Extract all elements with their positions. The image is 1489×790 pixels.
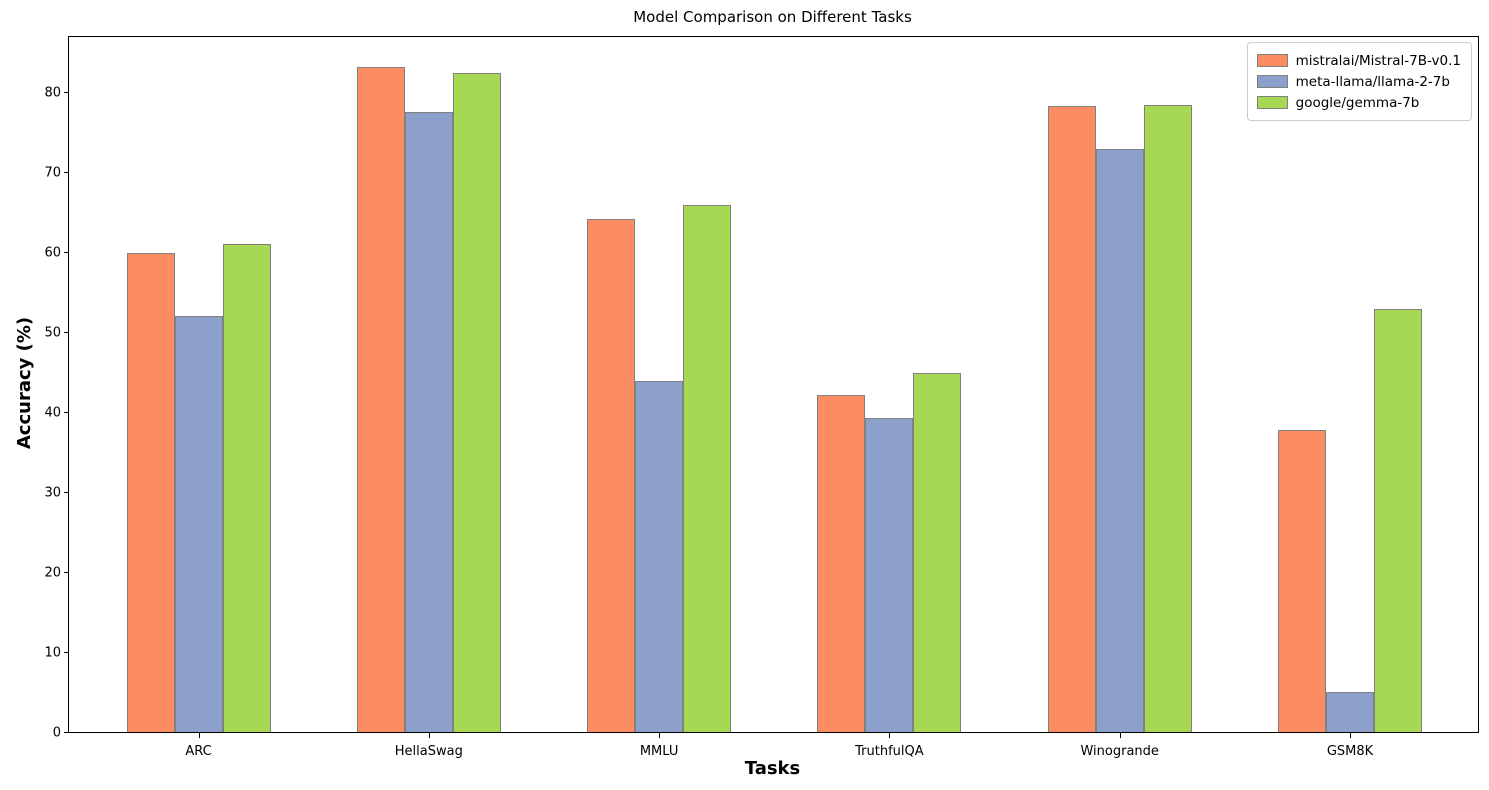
x-tick-label-hellaswag: HellaSwag <box>394 744 463 759</box>
bar-gemma-7b-hellaswag <box>452 72 501 732</box>
x-tick-mark <box>1119 733 1121 738</box>
bar-group-winogrande <box>1047 104 1192 732</box>
y-tick-mark <box>64 332 68 334</box>
legend-item: google/gemma-7b <box>1256 92 1461 113</box>
x-tick-mark <box>889 733 891 738</box>
legend-item: mistralai/Mistral-7B-v0.1 <box>1256 50 1461 71</box>
y-tick-mark <box>64 491 68 493</box>
y-tick-label: 40 <box>44 405 61 421</box>
bar-gemma-7b-winogrande <box>1143 104 1192 732</box>
y-tick-label: 20 <box>44 565 61 581</box>
y-tick-label: 0 <box>52 725 61 740</box>
x-tick-mark <box>198 733 200 738</box>
legend: mistralai/Mistral-7B-v0.1 meta-llama/llam… <box>1246 42 1472 121</box>
x-tick-mark <box>1350 733 1351 738</box>
y-tick-label: 10 <box>44 645 61 661</box>
legend-swatch-icon <box>1256 54 1288 67</box>
y-tick-mark <box>64 92 68 94</box>
bar-gemma-7b-gsm8k <box>1374 309 1422 732</box>
x-tick-label-truthfulqa: TruthfulQA <box>855 744 924 759</box>
x-tick-label-winogrande: Winogrande <box>1080 744 1159 759</box>
x-tick-label-mmlu: MMLU <box>639 744 679 759</box>
bar-gemma-7b-mmlu <box>683 204 732 732</box>
y-tick-mark <box>64 252 68 254</box>
x-axis-label: Tasks <box>744 758 801 779</box>
y-tick-label: 80 <box>44 85 61 101</box>
legend-swatch-icon <box>1256 96 1288 109</box>
legend-label: meta-llama/llama-2-7b <box>1295 73 1450 90</box>
bar-llama-2-7b-mmlu <box>635 380 684 732</box>
y-tick-mark <box>64 651 68 653</box>
y-tick-label: 50 <box>44 325 61 341</box>
bar-llama-2-7b-hellaswag <box>404 112 453 732</box>
bar-group-truthfulqa <box>817 372 962 732</box>
bar-gemma-7b-truthfulqa <box>913 372 962 732</box>
chart-title: Model Comparison on Different Tasks <box>633 8 912 26</box>
bar-llama-2-7b-gsm8k <box>1326 692 1374 732</box>
legend-swatch-icon <box>1256 75 1288 88</box>
bar-group-hellaswag <box>356 66 501 732</box>
y-tick-mark <box>64 411 68 413</box>
bar-Mistral-7B-v0.1-winogrande <box>1047 105 1096 732</box>
bar-group-mmlu <box>587 204 732 732</box>
bar-Mistral-7B-v0.1-arc <box>126 252 175 732</box>
x-tick-label-gsm8k: GSM8K <box>1326 744 1374 759</box>
y-tick-mark <box>64 172 68 174</box>
legend-label: mistralai/Mistral-7B-v0.1 <box>1295 52 1461 69</box>
x-tick-mark <box>659 733 661 738</box>
bar-group-arc <box>126 243 271 732</box>
bar-Mistral-7B-v0.1-mmlu <box>587 219 636 732</box>
bar-Mistral-7B-v0.1-truthfulqa <box>817 394 866 732</box>
y-tick-mark <box>64 731 68 733</box>
y-tick-label: 60 <box>44 245 61 261</box>
y-tick-mark <box>64 571 68 573</box>
bar-Mistral-7B-v0.1-gsm8k <box>1278 430 1326 732</box>
legend-item: meta-llama/llama-2-7b <box>1256 71 1461 92</box>
bar-group-gsm8k <box>1278 309 1422 732</box>
bar-Mistral-7B-v0.1-hellaswag <box>356 66 405 732</box>
x-tick-label-arc: ARC <box>185 744 212 759</box>
bar-gemma-7b-arc <box>222 243 271 732</box>
y-tick-label: 30 <box>44 485 61 501</box>
bar-llama-2-7b-winogrande <box>1095 148 1144 732</box>
plot-area: 0 10 20 30 40 50 60 70 80 ARC HellaSwag MMLU Truthfu… <box>44 36 1479 759</box>
x-tick-mark <box>428 733 430 738</box>
bar-llama-2-7b-arc <box>174 315 223 732</box>
bar-llama-2-7b-truthfulqa <box>865 418 914 732</box>
legend-label: google/gemma-7b <box>1295 94 1420 111</box>
y-tick-label: 70 <box>44 165 61 181</box>
